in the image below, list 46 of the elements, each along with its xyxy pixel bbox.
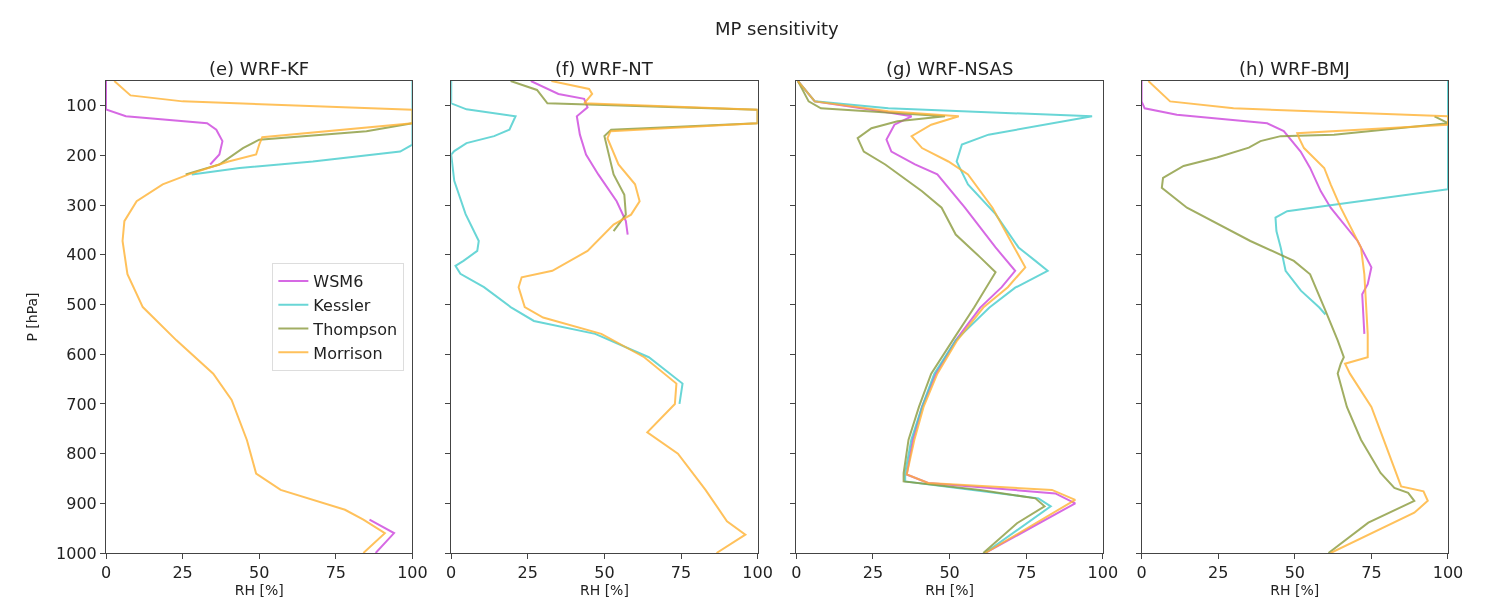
y-tick-label: 900	[66, 493, 97, 513]
x-tick-label: 25	[517, 563, 538, 583]
x-tick-label: 75	[1361, 563, 1382, 583]
line-series	[184, 122, 413, 176]
y-tick-label: 700	[66, 394, 97, 414]
y-tick-label: 500	[66, 295, 97, 315]
x-tick-label: 25	[172, 563, 193, 583]
chart-title: (f) WRF-NT	[555, 58, 654, 79]
x-tick-label: 0	[791, 563, 802, 583]
y-tick-label: 300	[66, 195, 97, 215]
y-tick-label: 800	[66, 444, 97, 464]
legend-label: Kessler	[313, 295, 371, 315]
text: MP sensitivity	[715, 18, 840, 39]
y-axis-title: P [hPa]	[23, 292, 40, 342]
x-tick-label: 50	[1284, 563, 1305, 583]
x-tick-label: 100	[397, 563, 428, 583]
x-tick-label: 100	[1087, 563, 1119, 583]
x-tick-label: 25	[862, 563, 884, 583]
x-tick-label: 75	[670, 563, 692, 583]
x-axis-title: RH [%]	[234, 582, 284, 599]
legend-label: Thompson	[312, 319, 398, 339]
y-tick-label: 200	[66, 146, 97, 166]
y-tick-label: 600	[66, 344, 97, 364]
y-tick-label: 1000	[56, 543, 97, 563]
x-tick-label: 0	[100, 563, 112, 583]
x-axis-title: RH [%]	[1270, 582, 1320, 599]
x-tick-label: 50	[594, 563, 615, 583]
legend-label: WSM6	[313, 272, 364, 292]
line-series	[190, 81, 413, 176]
x-tick-label: 0	[446, 563, 457, 583]
chart-title: (h) WRF-BMJ	[1239, 58, 1350, 79]
y-tick-label: 100	[66, 96, 97, 116]
x-tick-label: 0	[1136, 563, 1147, 583]
x-axis-title: RH [%]	[925, 582, 975, 599]
x-axis-title: RH [%]	[579, 582, 629, 599]
chart-title: (e) WRF-KF	[209, 58, 310, 79]
chart-title: (g) WRF-NSAS	[886, 58, 1014, 79]
x-tick-label: 50	[939, 563, 960, 583]
legend-label: Morrison	[313, 343, 383, 363]
x-tick-label: 75	[1016, 563, 1037, 583]
y-tick-label: 400	[66, 245, 97, 265]
x-tick-label: 100	[742, 563, 773, 583]
x-tick-label: 50	[249, 563, 270, 583]
x-tick-label: 25	[1208, 563, 1229, 583]
x-tick-label: 75	[325, 563, 346, 583]
x-tick-label: 100	[1432, 563, 1464, 583]
